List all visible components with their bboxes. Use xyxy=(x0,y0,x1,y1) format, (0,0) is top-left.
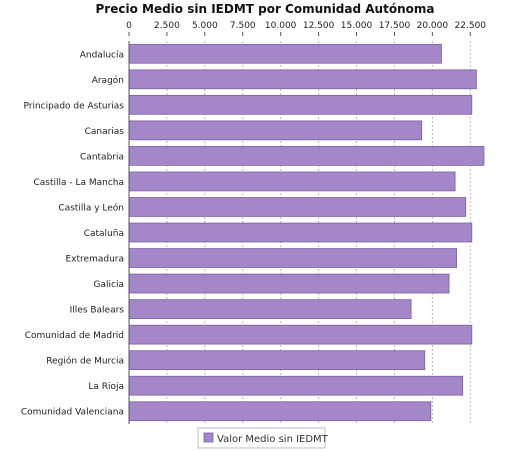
bar xyxy=(128,222,473,243)
bar xyxy=(128,94,473,115)
x-tick-label: 10.000 xyxy=(265,21,297,31)
x-tick-label: 22.500 xyxy=(455,21,487,31)
x-tick-label: 2.500 xyxy=(154,21,180,31)
bar xyxy=(128,299,412,319)
x-tick-label: 17.500 xyxy=(379,21,411,31)
bar xyxy=(128,273,450,294)
category-label: Cantabria xyxy=(80,152,124,162)
category-label: La Rioja xyxy=(88,382,124,392)
chart-title: Precio Medio sin IEDMT por Comunidad Aut… xyxy=(96,2,435,16)
legend-box xyxy=(197,427,326,449)
bar xyxy=(128,171,456,192)
x-tick-label: 7.500 xyxy=(230,21,256,31)
legend: Valor Medio sin IEDMT xyxy=(197,427,329,449)
bar xyxy=(128,401,432,422)
category-label: Illes Balears xyxy=(70,306,125,316)
category-label: Cataluña xyxy=(84,229,124,239)
category-label: Región de Murcia xyxy=(46,356,124,367)
category-label: Castilla - La Mancha xyxy=(33,178,124,188)
category-labels: Andalucía Aragón Principado de Asturias Can… xyxy=(21,50,124,417)
category-label: Comunidad Valenciana xyxy=(21,408,124,418)
bar xyxy=(128,350,426,371)
category-label: Castilla y León xyxy=(58,202,124,213)
x-axis-ticks: 0 2.500 5.000 7.500 10.000 12.500 15.000 17.500… xyxy=(126,21,486,36)
bar xyxy=(128,43,442,64)
category-label: Galicia xyxy=(94,280,124,290)
x-tick-label: 0 xyxy=(126,21,132,31)
bar xyxy=(128,146,485,166)
bar xyxy=(128,69,477,90)
bar xyxy=(128,375,464,396)
bar xyxy=(128,324,473,345)
category-label: Canarias xyxy=(85,127,125,137)
x-tick-label: 15.000 xyxy=(341,21,373,31)
bar xyxy=(128,120,423,141)
x-tick-label: 20.000 xyxy=(417,21,449,31)
x-tick-label: 12.500 xyxy=(303,21,335,31)
bars xyxy=(128,43,485,422)
category-label: Extremadura xyxy=(66,255,125,265)
legend-swatch xyxy=(203,432,214,443)
category-label: Comunidad de Madrid xyxy=(25,331,124,341)
category-label: Andalucía xyxy=(80,50,124,60)
bar xyxy=(128,248,458,268)
bar xyxy=(128,197,467,217)
category-label: Principado de Asturias xyxy=(23,101,124,111)
x-tick-label: 5.000 xyxy=(192,21,218,31)
legend-label: Valor Medio sin IEDMT xyxy=(217,434,329,445)
category-label: Aragón xyxy=(92,75,124,86)
